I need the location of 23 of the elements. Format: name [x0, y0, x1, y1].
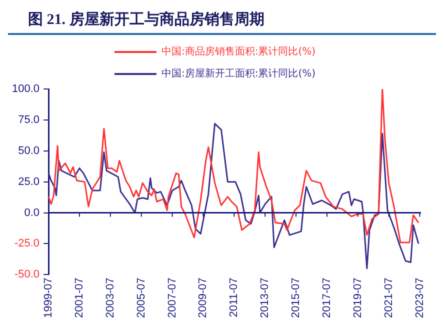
y-tick-label: 0.0	[24, 206, 40, 219]
legend-label: 中国:房屋新开工面积:累计同比(%)	[161, 68, 316, 80]
x-tick-label: 2007-07	[166, 278, 178, 318]
x-tick-label: 2003-07	[104, 278, 116, 318]
x-tick-label: 1999-07	[42, 278, 55, 318]
x-tick-label: 2023-07	[414, 278, 426, 318]
y-tick-label: 100.0	[12, 83, 40, 96]
x-tick-label: 2011-07	[228, 278, 240, 318]
x-tick-label: 2001-07	[73, 278, 86, 318]
y-tick-label: 50.0	[18, 144, 40, 157]
y-tick-label: 25.0	[18, 176, 40, 188]
chart-title: 图 21. 房屋新开工与商品房销售周期	[8, 8, 436, 35]
legend-label: 中国:商品房销售面积:累计同比(%)	[161, 46, 316, 58]
y-tick-label: -25.0	[14, 238, 40, 250]
x-tick-label: 2009-07	[197, 278, 210, 318]
x-tick-label: 2019-07	[352, 278, 364, 318]
x-tick-label: 2021-07	[382, 278, 395, 318]
x-tick-label: 2005-07	[135, 278, 148, 318]
x-tick-label: 2013-07	[259, 278, 272, 318]
x-tick-label: 2017-07	[320, 278, 333, 318]
x-tick-label: 2015-07	[290, 278, 302, 318]
y-tick-label: 75.0	[18, 114, 40, 126]
y-tick-label: -50.0	[14, 268, 40, 281]
